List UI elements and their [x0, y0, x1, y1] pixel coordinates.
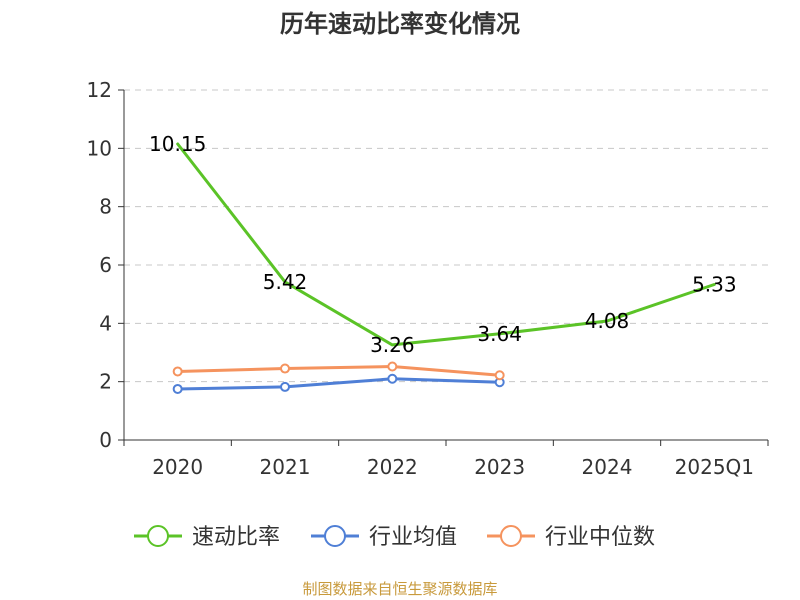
data-label: 3.64	[477, 322, 522, 346]
series-point	[172, 383, 183, 394]
series-point	[391, 344, 393, 346]
chart-title: 历年速动比率变化情况	[280, 10, 520, 38]
legend-label: 行业均值	[369, 525, 457, 550]
x-tick-label: 2021	[260, 455, 311, 479]
series-point	[284, 281, 286, 283]
series-point	[172, 366, 183, 377]
series-point	[494, 370, 505, 381]
legend-marker	[324, 525, 346, 547]
legend-item[interactable]: 速动比率	[134, 525, 280, 550]
series-point	[280, 363, 290, 374]
data-labels: 10.15 5.42 3.26 3.64 4.08 5.33	[149, 132, 737, 357]
series-lines	[172, 142, 716, 394]
data-label: 4.08	[585, 309, 630, 333]
legend[interactable]: 速动比率 行业均值 行业中位数	[134, 525, 655, 550]
series-point	[387, 373, 398, 384]
series-line-2	[176, 365, 502, 377]
source-note: 制图数据来自恒生聚源数据库	[302, 580, 497, 598]
legend-marker	[147, 525, 169, 547]
x-tick-label: 2020	[152, 455, 203, 479]
y-tick-label: 12	[87, 78, 112, 102]
legend-item[interactable]: 行业均值	[311, 525, 457, 550]
data-label: 10.15	[149, 132, 206, 156]
y-tick-label: 0	[99, 428, 112, 452]
data-label: 3.26	[370, 333, 415, 357]
data-label: 5.42	[263, 270, 308, 294]
series-point	[606, 320, 608, 322]
series-point	[177, 143, 179, 145]
data-label: 5.33	[692, 273, 737, 297]
legend-label: 行业中位数	[545, 525, 655, 550]
series-point	[280, 381, 290, 392]
series-point	[387, 361, 398, 372]
legend-label: 速动比率	[192, 525, 280, 550]
series-point	[499, 333, 501, 335]
y-tick-label: 8	[99, 195, 112, 219]
y-tick-label: 10	[87, 136, 112, 160]
series-point	[713, 284, 715, 286]
series-line-0	[176, 142, 716, 347]
y-tick-label: 6	[99, 253, 112, 277]
legend-marker	[500, 525, 522, 547]
x-tick-label: 2025Q1	[675, 455, 754, 479]
axes: 0 2 4 6 8 10 12 2020 2021 2022 2023 2024 2025Q1	[87, 78, 769, 479]
y-tick-label: 2	[99, 370, 112, 394]
legend-item[interactable]: 行业中位数	[487, 525, 655, 550]
y-tick-label: 4	[99, 311, 112, 335]
x-tick-label: 2024	[582, 455, 633, 479]
x-tick-label: 2023	[474, 455, 525, 479]
x-tick-label: 2022	[367, 455, 418, 479]
series-line-1	[176, 377, 502, 391]
